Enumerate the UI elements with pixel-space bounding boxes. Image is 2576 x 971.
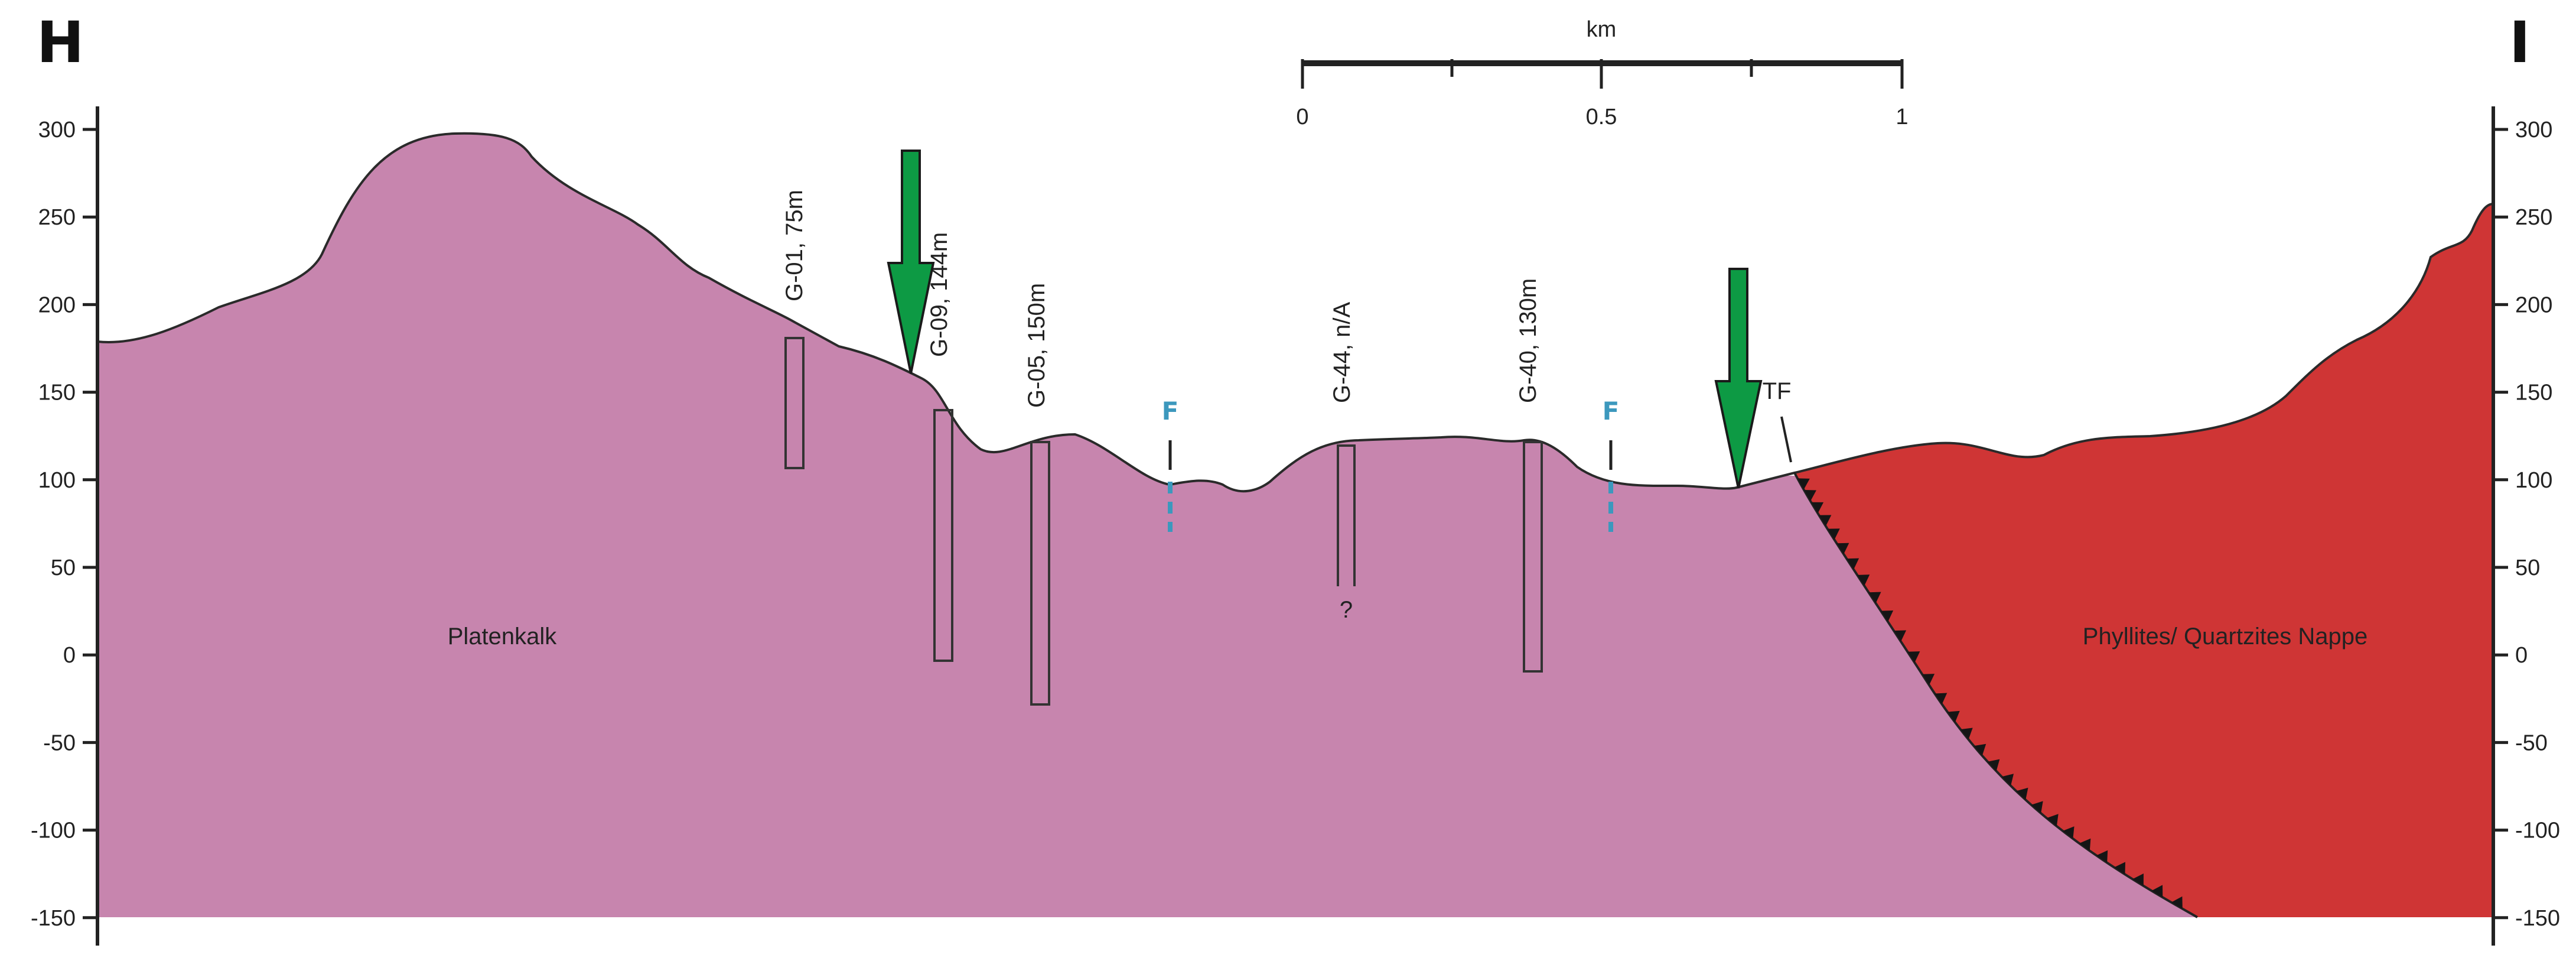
well-casing <box>1523 441 1543 673</box>
thrust-tooth <box>1973 743 1986 756</box>
thrust-tooth <box>2001 774 2014 786</box>
unit-label-platenkalk: Platenkalk <box>448 623 558 650</box>
topographic-surface <box>97 132 2494 493</box>
right-axis-label: 0 <box>2515 643 2528 668</box>
thrust-tooth <box>1881 610 1894 622</box>
right-axis-label: 300 <box>2515 118 2552 142</box>
thrust-fault-label: TF <box>1763 378 1792 404</box>
right-axis-label: 100 <box>2515 468 2552 493</box>
scale-bar-label: 0.5 <box>1586 105 1617 129</box>
thrust-tooth <box>1819 515 1832 527</box>
thrust-tooth <box>1894 630 1907 642</box>
thrust-tooth <box>1907 651 1920 663</box>
thrust-tooth <box>1987 759 2000 771</box>
well-g-44: G-44, n/A ? <box>1329 301 1356 623</box>
left-axis-label: 50 <box>51 556 76 580</box>
left-axis-label: 100 <box>38 468 76 493</box>
section-start-label: H <box>37 9 84 76</box>
thrust-tooth <box>1935 693 1948 704</box>
right-axis-label: 50 <box>2515 556 2540 580</box>
well-label: G-01, 75m <box>781 190 807 301</box>
thrust-tooth <box>2046 814 2059 827</box>
fault-label: F <box>1603 397 1620 426</box>
thrust-tooth <box>1857 574 1870 586</box>
thrust-tooth <box>2079 838 2091 851</box>
thrust-tooth <box>2132 873 2144 886</box>
well-label: G-40, 130m <box>1515 278 1541 403</box>
green-down-arrow-icon <box>887 150 935 374</box>
right-axis-label: -150 <box>2515 906 2560 931</box>
right-axis-label: 150 <box>2515 381 2552 405</box>
well-g-40: G-40, 130m <box>1515 278 1543 673</box>
thrust-tooth <box>2096 850 2108 863</box>
left-axis-label: -100 <box>31 819 76 843</box>
thrust-tooth <box>1827 528 1840 540</box>
thrust-tooth <box>2171 896 2183 909</box>
right-depth-axis: 300 250 200 150 100 50 0 -50 -100 -150 <box>2492 106 2560 946</box>
left-axis-label: -50 <box>43 730 76 755</box>
well-casing <box>1030 441 1050 706</box>
section-end-label: I <box>2509 9 2531 76</box>
scale-bar-label: 1 <box>1896 105 1908 129</box>
right-axis-label: 200 <box>2515 293 2552 317</box>
scale-bar: km 0 0.5 1 <box>1296 17 1908 129</box>
scale-bar-label: 0 <box>1296 105 1308 129</box>
thrust-tooth <box>1960 728 1973 740</box>
left-axis-label: 0 <box>63 643 76 668</box>
well-g-05: G-05, 150m <box>1024 283 1050 706</box>
left-axis-label: 300 <box>38 118 76 142</box>
thrust-tooth <box>1868 592 1881 603</box>
thrust-fault-marker: TF <box>1763 378 1792 463</box>
right-axis-label: -100 <box>2515 819 2560 843</box>
well-g-01: G-01, 75m <box>781 190 807 469</box>
thrust-tooth <box>1836 543 1849 554</box>
thrust-tooth <box>2062 826 2075 839</box>
thrust-fault-teeth <box>1797 478 2183 909</box>
unit-label-nappe: Phyllites/ Quartzites Nappe <box>2083 623 2367 650</box>
thrust-tooth <box>1846 558 1859 570</box>
thrust-tooth <box>1922 674 1935 686</box>
platenkalk-body <box>97 133 2493 918</box>
thrust-tooth <box>1947 710 1960 723</box>
well-casing <box>933 409 953 662</box>
thrust-tooth <box>1803 490 1816 502</box>
fault-label: F <box>1162 397 1179 426</box>
left-axis-label: 200 <box>38 293 76 317</box>
well-uncertain-mark: ? <box>1340 597 1353 623</box>
left-axis-label: 150 <box>38 381 76 405</box>
left-axis-label: -150 <box>31 906 76 931</box>
thrust-tooth <box>2031 801 2043 814</box>
right-axis-label: -50 <box>2515 730 2548 755</box>
green-down-arrow-icon <box>1714 268 1763 489</box>
fault-marker-2: F <box>1603 397 1620 532</box>
thrust-tooth <box>2151 885 2163 898</box>
well-g-09: G-09, 144m <box>926 232 953 662</box>
scale-bar-unit: km <box>1587 17 1617 42</box>
well-casing-open <box>1337 444 1356 586</box>
thrust-tooth <box>2016 787 2028 800</box>
left-depth-axis: 300 250 200 150 100 50 0 -50 -100 -150 <box>31 106 99 946</box>
thrust-tooth <box>2114 862 2126 875</box>
well-casing <box>784 337 805 469</box>
thrust-fault-pointer <box>1780 416 1792 463</box>
left-axis-label: 250 <box>38 205 76 230</box>
well-label: G-05, 150m <box>1024 283 1050 408</box>
right-axis-label: 250 <box>2515 205 2552 230</box>
thrust-tooth <box>1797 478 1810 490</box>
well-label: G-09, 144m <box>926 232 952 357</box>
fault-marker-1: F <box>1162 397 1179 532</box>
thrust-tooth <box>1811 502 1824 514</box>
well-label: G-44, n/A <box>1329 301 1355 403</box>
